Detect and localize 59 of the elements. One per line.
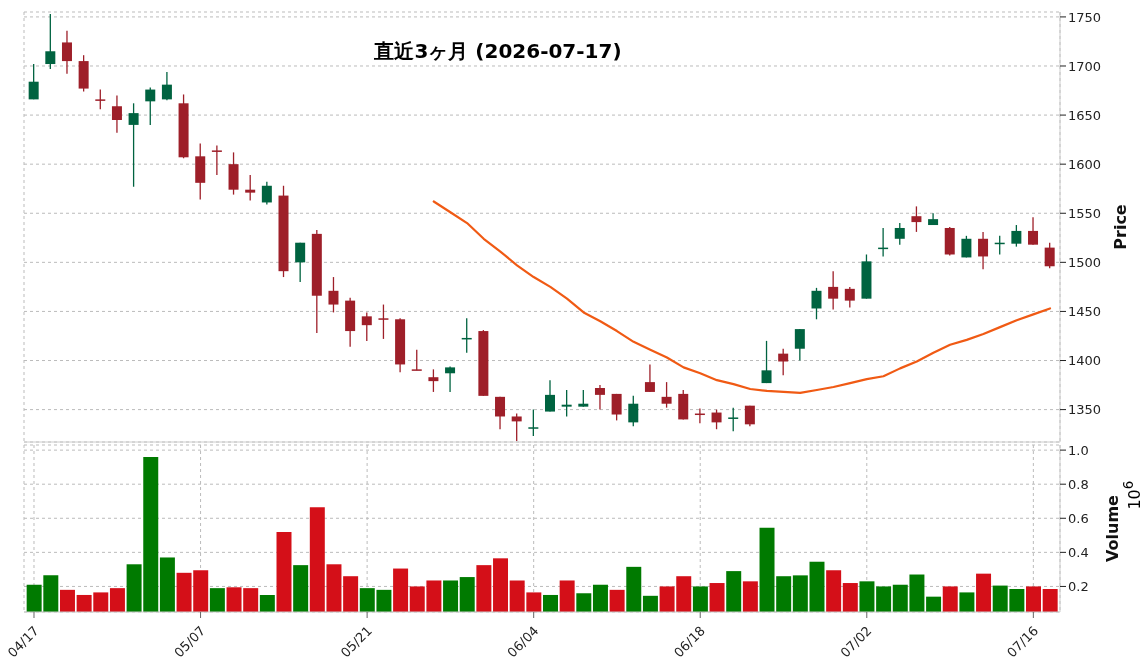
candlestick <box>411 349 422 371</box>
candlestick <box>911 205 922 233</box>
candlestick <box>45 13 56 70</box>
candlestick <box>844 286 855 309</box>
y-tick-label: 1450 <box>1068 304 1102 320</box>
candlestick <box>644 363 655 393</box>
candlestick <box>545 379 555 413</box>
y-tick-label: 1400 <box>1068 353 1102 369</box>
candlestick <box>628 395 639 427</box>
candlestick <box>761 340 772 384</box>
candlestick <box>894 222 905 246</box>
candlestick <box>261 181 272 206</box>
y-tick-label: 1550 <box>1068 205 1102 221</box>
candlestick <box>28 63 39 101</box>
candlestick <box>511 412 522 442</box>
y-tick-label: 1650 <box>1068 107 1102 123</box>
candlestick <box>711 408 722 430</box>
candlestick <box>61 30 72 75</box>
candlestick <box>128 102 139 188</box>
y-tick-label: 1350 <box>1068 402 1102 418</box>
candlestick <box>445 365 456 393</box>
candlestick <box>161 71 172 102</box>
y-tick-label: 1500 <box>1068 254 1102 270</box>
y-axis-title: Volume <box>1103 494 1122 562</box>
y-tick-label: 0.2 <box>1068 579 1089 595</box>
candlestick <box>811 287 822 320</box>
candlestick <box>145 86 156 126</box>
candlestick <box>1044 242 1055 269</box>
y-tick-label: 1750 <box>1068 9 1102 25</box>
candlestick <box>328 276 339 314</box>
y-tick-label: 0.8 <box>1068 476 1089 492</box>
candlestick <box>495 396 506 430</box>
candlestick <box>611 393 622 422</box>
candlestick <box>594 384 605 411</box>
candlestick <box>794 328 805 362</box>
candlestick <box>728 406 739 432</box>
candlestick <box>828 270 839 311</box>
candlestick <box>295 242 306 283</box>
y-tick-label: 1600 <box>1068 156 1102 172</box>
line-series <box>432 200 1052 395</box>
candlestick <box>111 94 122 134</box>
candlestick <box>245 174 256 202</box>
candlestick <box>1028 216 1039 246</box>
y-tick-label: 0.4 <box>1068 544 1089 560</box>
candlestick <box>95 88 106 110</box>
y-tick-label: 1.0 <box>1068 442 1089 458</box>
candlestick <box>428 368 439 393</box>
candlestick <box>361 311 372 342</box>
y-tick-label: 0.6 <box>1068 510 1089 526</box>
candlestick <box>1011 224 1022 248</box>
candlestick <box>561 389 572 418</box>
y-axis-title: Price <box>1111 204 1130 250</box>
candlestick <box>378 303 389 340</box>
y-tick-label: 1700 <box>1068 58 1102 74</box>
candlestick <box>528 408 539 437</box>
text: 直近3ヶ月 (2026-07-17) <box>373 38 623 65</box>
candlestick <box>978 231 989 270</box>
candlestick <box>661 381 672 409</box>
candlestick <box>211 144 222 176</box>
